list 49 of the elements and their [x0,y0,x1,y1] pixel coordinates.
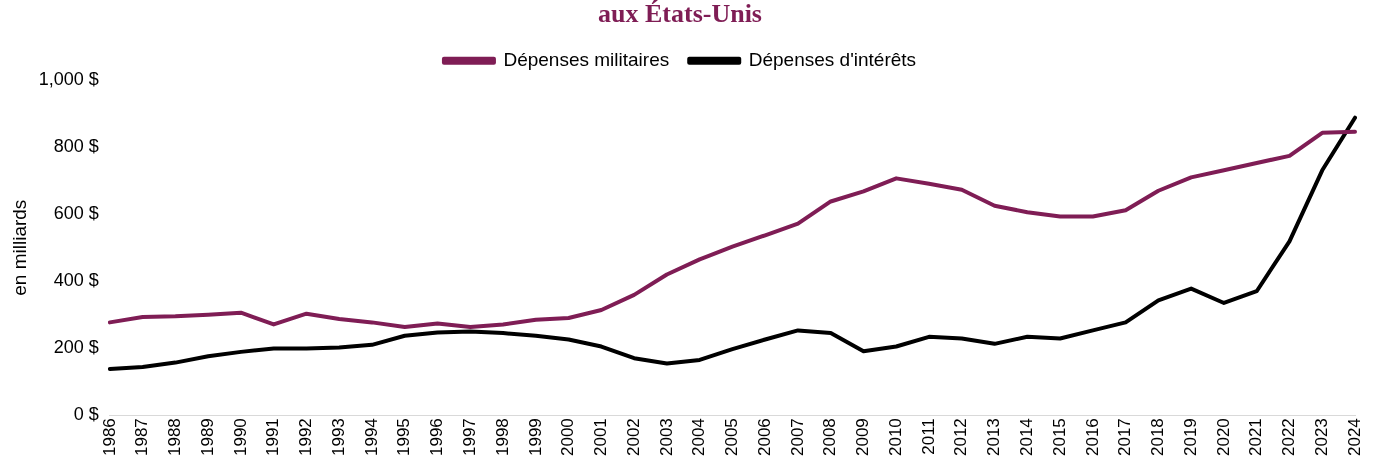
x-tick-label: 2023 [1311,418,1331,457]
x-tick-label: 2019 [1180,418,1200,457]
x-tick-label: 2008 [820,418,840,457]
x-tick-label: 2011 [918,418,938,455]
y-tick-label: 800 $ [53,136,99,157]
x-tick-label: 2002 [623,418,643,457]
x-tick-label: 2015 [1049,418,1069,457]
x-tick-label: 2009 [853,418,873,457]
x-tick-label: 2020 [1213,418,1233,457]
chart-title: aux États-Unis [598,0,762,29]
y-tick-label: 1,000 $ [38,69,99,90]
x-tick-label: 2001 [591,418,611,457]
x-tick-label: 1996 [427,418,447,457]
x-tick-label: 2018 [1148,418,1168,457]
x-tick-label: 1986 [99,418,119,457]
x-tick-label: 1991 [263,418,283,457]
x-tick-label: 1992 [296,418,316,457]
x-tick-label: 2022 [1279,418,1299,457]
x-tick-label: 2014 [1017,418,1037,457]
x-tick-label: 1997 [459,418,479,457]
x-tick-label: 1989 [197,418,217,457]
legend-label: Dépenses d'intérêts [748,48,917,70]
x-tick-label: 2012 [951,418,971,457]
x-tick-label: 2016 [1082,418,1102,457]
x-tick-label: 1990 [230,418,250,457]
y-tick-label: 200 $ [53,337,99,358]
legend-label: Dépenses militaires [503,48,670,70]
x-tick-label: 2000 [558,418,578,457]
x-tick-label: 2010 [885,418,905,457]
x-tick-label: 1999 [525,418,545,457]
y-tick-label: 400 $ [53,270,99,291]
x-tick-label: 2017 [1115,418,1135,457]
x-tick-label: 2003 [656,418,676,457]
x-tick-label: 2021 [1246,418,1266,457]
y-tick-label: 0 $ [73,404,99,425]
y-axis-title: en milliards [8,199,30,296]
x-tick-label: 2005 [722,418,742,457]
x-tick-label: 1995 [394,418,414,457]
y-tick-label: 600 $ [53,203,99,224]
x-tick-label: 1998 [492,418,512,457]
x-tick-label: 1987 [132,418,152,457]
x-tick-label: 1988 [165,418,185,457]
x-tick-label: 2024 [1344,418,1364,457]
x-tick-label: 1994 [361,418,381,457]
x-tick-label: 2004 [689,418,709,457]
x-tick-label: 2007 [787,418,807,457]
x-tick-label: 2006 [754,418,774,457]
x-tick-label: 2013 [984,418,1004,457]
x-tick-label: 1993 [328,418,348,457]
